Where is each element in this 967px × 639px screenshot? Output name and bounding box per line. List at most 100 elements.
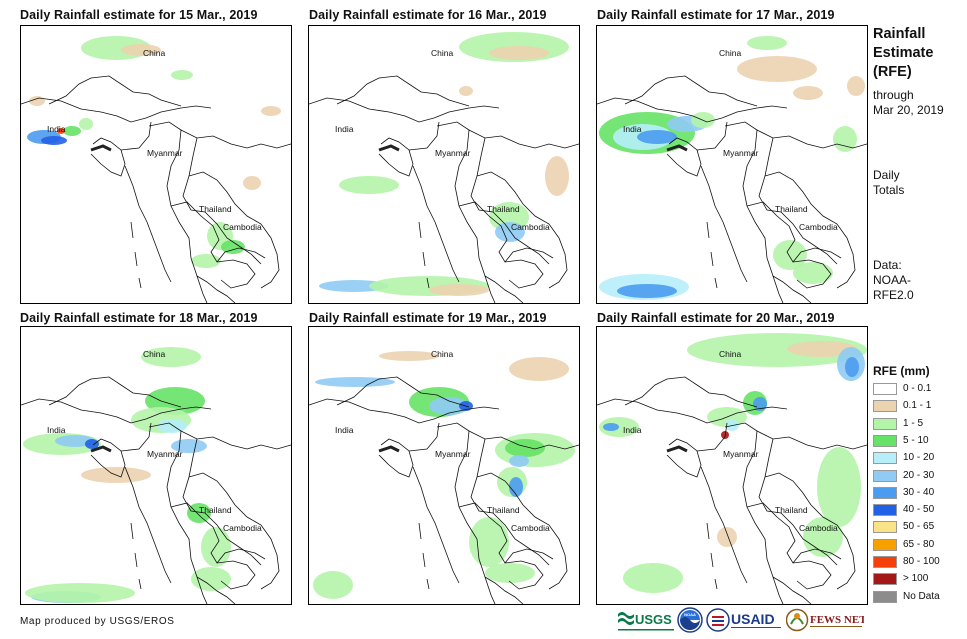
map-panel-15-mar: China India Myanmar Thailand Cambodia xyxy=(20,25,292,304)
border-line xyxy=(468,430,579,450)
legend-label: > 100 xyxy=(903,573,929,585)
rainfall-area xyxy=(737,56,817,82)
border-line xyxy=(188,472,280,590)
legend-swatch xyxy=(873,400,897,413)
svg-text:NOAA: NOAA xyxy=(684,612,696,617)
coastline xyxy=(378,445,400,453)
border-line xyxy=(196,275,236,303)
rainfall-area xyxy=(803,517,843,557)
panel-title-16-mar: Daily Rainfall estimate for 16 Mar., 201… xyxy=(309,8,547,22)
border-line xyxy=(336,75,470,107)
rainfall-map: China India Myanmar Thailand Cambodia xyxy=(309,349,579,604)
border-line xyxy=(764,472,856,590)
rainfall-map: China India Myanmar Thailand Cambodia xyxy=(597,333,867,604)
usgs-logo: USGS xyxy=(617,607,675,633)
panel-title-19-mar: Daily Rainfall estimate for 19 Mar., 201… xyxy=(309,311,547,325)
border-line xyxy=(756,430,867,450)
rainfall-area xyxy=(191,254,221,268)
legend-swatch xyxy=(873,556,897,568)
rainfall-area xyxy=(201,527,231,567)
border-line xyxy=(624,376,758,408)
country-label: China xyxy=(431,48,453,58)
rainfall-area xyxy=(29,96,45,106)
rainfall-area xyxy=(717,527,737,547)
rainfall-area xyxy=(833,126,857,152)
rainfall-map: China India Myanmar Thailand Cambodia xyxy=(21,36,291,303)
rainfall-area xyxy=(459,86,473,96)
border-line xyxy=(188,171,280,289)
border-line xyxy=(504,548,554,564)
rainfall-area xyxy=(171,70,193,80)
rainfall-area xyxy=(429,284,489,296)
border-line xyxy=(666,438,702,478)
border-line xyxy=(418,522,430,590)
country-borders xyxy=(21,75,291,303)
rainfall-area xyxy=(793,262,833,284)
legend-swatch xyxy=(873,452,897,465)
rainfall-area xyxy=(817,447,861,527)
country-label: India xyxy=(623,425,642,435)
country-label: Myanmar xyxy=(147,148,183,158)
country-label: India xyxy=(47,124,66,134)
rainfall-area xyxy=(489,46,549,60)
sidebar-title-line: (RFE) xyxy=(873,64,912,80)
rainfall-area xyxy=(319,280,389,292)
border-line xyxy=(336,376,470,408)
panel-title-18-mar: Daily Rainfall estimate for 18 Mar., 201… xyxy=(20,311,258,325)
rainfall-area xyxy=(485,563,535,583)
rainfall-area xyxy=(25,583,135,603)
border-line xyxy=(666,137,702,177)
coastline xyxy=(90,445,112,453)
border-line xyxy=(180,129,291,149)
rainfall-area xyxy=(845,357,859,377)
rainfall-area xyxy=(41,136,67,145)
panel-title-20-mar: Daily Rainfall estimate for 20 Mar., 201… xyxy=(597,311,835,325)
sidebar-data-line: Data: xyxy=(873,258,902,272)
border-line xyxy=(792,247,842,263)
country-label: Thailand xyxy=(487,204,520,214)
border-line xyxy=(468,129,579,149)
coastline xyxy=(378,144,400,152)
country-label: China xyxy=(431,349,453,359)
legend-label: No Data xyxy=(903,590,940,602)
border-line xyxy=(706,522,718,590)
sidebar-data-source: Data: NOAA- RFE2.0 xyxy=(873,258,914,303)
sidebar-through: through Mar 20, 2019 xyxy=(873,88,944,118)
border-line xyxy=(476,171,568,289)
country-borders xyxy=(309,75,579,303)
border-line xyxy=(792,548,842,564)
country-label: Thailand xyxy=(199,505,232,515)
country-label: China xyxy=(719,349,741,359)
legend-title: RFE (mm) xyxy=(873,364,930,378)
legend-swatch xyxy=(873,504,897,517)
border-line xyxy=(408,121,440,151)
rainfall-area xyxy=(509,477,523,497)
rainfall-area xyxy=(847,76,865,96)
border-line xyxy=(700,466,748,584)
sidebar-through-line: Mar 20, 2019 xyxy=(873,103,944,117)
rainfall-area xyxy=(221,240,245,254)
country-label: India xyxy=(335,425,354,435)
rainfall-area xyxy=(637,130,677,144)
rainfall-area xyxy=(63,126,81,136)
legend-swatch xyxy=(873,434,897,447)
legend-label: 0 - 0.1 xyxy=(903,383,932,394)
border-line xyxy=(700,165,748,283)
map-panel-19-mar: China India Myanmar Thailand Cambodia xyxy=(308,326,580,605)
rainfall-area xyxy=(753,397,767,411)
noaa-logo: NOAA xyxy=(677,607,703,633)
country-label: Thailand xyxy=(199,204,232,214)
rainfall-area xyxy=(191,567,231,591)
sidebar-title: Rainfall Estimate (RFE) xyxy=(873,25,933,82)
border-line xyxy=(484,576,524,604)
legend-label: 65 - 80 xyxy=(903,538,935,550)
coastline xyxy=(666,445,688,453)
rainfall-area xyxy=(157,419,187,433)
rainfall-area xyxy=(603,423,619,431)
legend-swatch xyxy=(873,486,897,499)
border-line xyxy=(309,97,500,123)
country-label: India xyxy=(335,124,354,134)
rainfall-area xyxy=(617,284,677,298)
border-line xyxy=(120,121,152,151)
border-line xyxy=(412,165,460,283)
